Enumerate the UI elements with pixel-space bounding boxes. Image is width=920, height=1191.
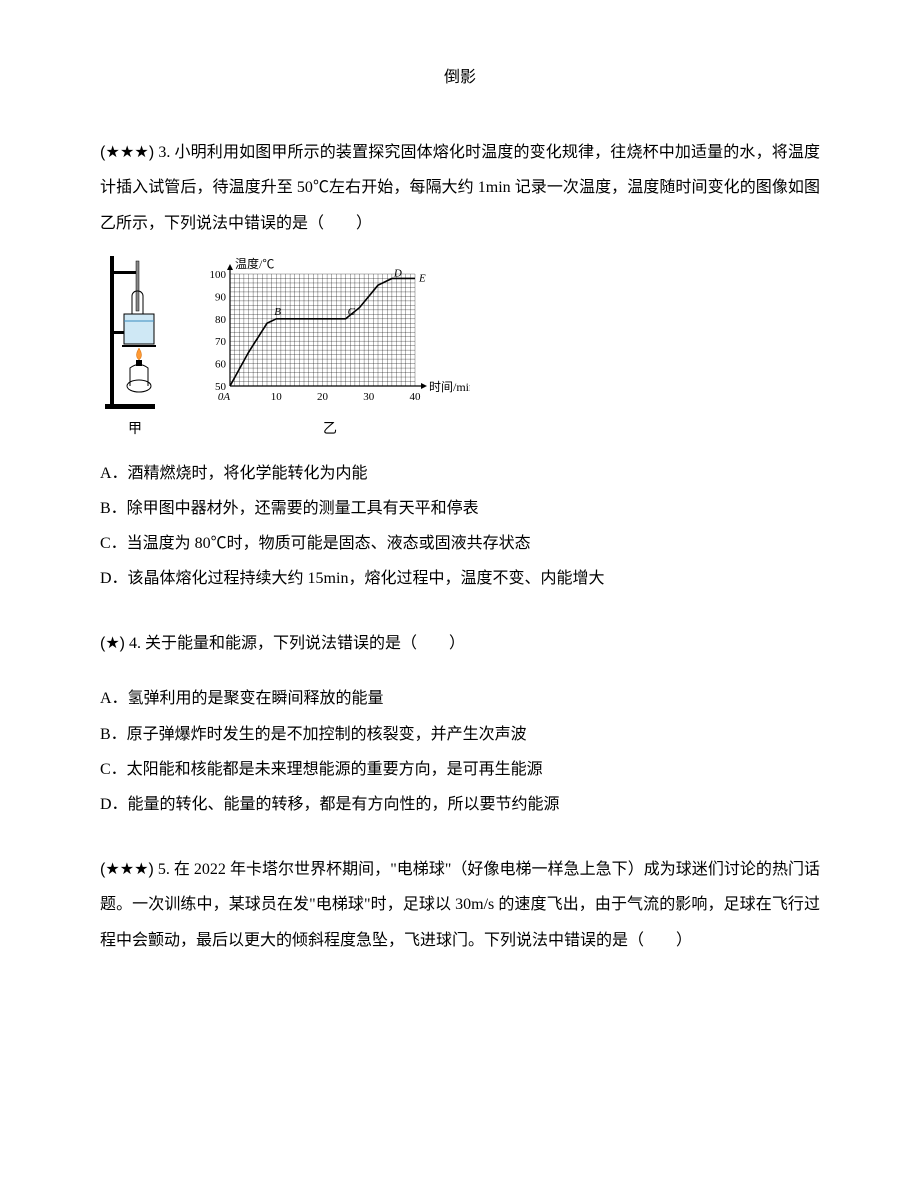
header-text: 倒影 (100, 60, 820, 95)
svg-text:B: B (274, 306, 281, 318)
q4-text: 关于能量和能源，下列说法错误的是（ ） (145, 635, 465, 652)
q3-option-b: B．除甲图中器材外，还需要的测量工具有天平和停表 (100, 491, 820, 526)
q5-text: 在 2022 年卡塔尔世界杯期间，"电梯球"（好像电梯一样急上急下）成为球迷们讨… (100, 861, 820, 948)
question-3: (★★★) 3. 小明利用如图甲所示的装置探究固体熔化时温度的变化规律，往烧杯中… (100, 135, 820, 596)
question-4: (★) 4. 关于能量和能源，下列说法错误的是（ ） A．氢弹利用的是聚变在瞬间… (100, 626, 820, 822)
q3-figures: 甲 50607080901000A10203040温度/℃时间/minBCDE … (100, 256, 820, 446)
svg-text:10: 10 (271, 391, 283, 403)
q5-number: 5. (158, 861, 170, 878)
svg-text:温度/℃: 温度/℃ (235, 256, 274, 271)
chart-yi: 50607080901000A10203040温度/℃时间/minBCDE 乙 (190, 256, 470, 446)
svg-text:80: 80 (215, 314, 227, 326)
q4-stars: (★) (100, 635, 125, 652)
svg-text:30: 30 (363, 391, 375, 403)
q3-text: 小明利用如图甲所示的装置探究固体熔化时温度的变化规律，往烧杯中加适量的水，将温度… (100, 144, 820, 231)
yi-label: 乙 (323, 415, 337, 446)
svg-text:60: 60 (215, 358, 227, 370)
q3-option-d: D．该晶体熔化过程持续大约 15min，熔化过程中，温度不变、内能增大 (100, 561, 820, 596)
svg-text:100: 100 (210, 269, 227, 281)
svg-text:0A: 0A (218, 391, 231, 403)
svg-text:90: 90 (215, 291, 227, 303)
q3-option-a: A．酒精燃烧时，将化学能转化为内能 (100, 456, 820, 491)
q4-stem: (★) 4. 关于能量和能源，下列说法错误的是（ ） (100, 626, 820, 661)
svg-text:C: C (348, 306, 356, 318)
svg-text:时间/min: 时间/min (429, 380, 470, 394)
q3-option-c: C．当温度为 80℃时，物质可能是固态、液态或固液共存状态 (100, 526, 820, 561)
q4-option-d: D．能量的转化、能量的转移，都是有方向性的，所以要节约能源 (100, 787, 820, 822)
svg-text:E: E (418, 272, 426, 284)
q5-stars: (★★★) (100, 861, 154, 878)
q3-number: 3. (158, 144, 170, 161)
svg-text:20: 20 (317, 391, 329, 403)
question-5: (★★★) 5. 在 2022 年卡塔尔世界杯期间，"电梯球"（好像电梯一样急上… (100, 852, 820, 958)
svg-text:40: 40 (410, 391, 422, 403)
apparatus-jia: 甲 (100, 256, 170, 446)
q4-number: 4. (129, 635, 141, 652)
jia-label: 甲 (128, 415, 142, 446)
q5-stem: (★★★) 5. 在 2022 年卡塔尔世界杯期间，"电梯球"（好像电梯一样急上… (100, 852, 820, 958)
chart-svg: 50607080901000A10203040温度/℃时间/minBCDE (190, 256, 470, 411)
q3-stars: (★★★) (100, 144, 154, 161)
apparatus-icon (100, 256, 170, 411)
q3-options: A．酒精燃烧时，将化学能转化为内能 B．除甲图中器材外，还需要的测量工具有天平和… (100, 456, 820, 597)
svg-text:70: 70 (215, 336, 227, 348)
svg-text:D: D (393, 267, 402, 279)
q4-option-b: B．原子弹爆炸时发生的是不加控制的核裂变，并产生次声波 (100, 717, 820, 752)
q4-option-a: A．氢弹利用的是聚变在瞬间释放的能量 (100, 681, 820, 716)
q4-options: A．氢弹利用的是聚变在瞬间释放的能量 B．原子弹爆炸时发生的是不加控制的核裂变，… (100, 681, 820, 822)
q4-option-c: C．太阳能和核能都是未来理想能源的重要方向，是可再生能源 (100, 752, 820, 787)
q3-stem: (★★★) 3. 小明利用如图甲所示的装置探究固体熔化时温度的变化规律，往烧杯中… (100, 135, 820, 241)
